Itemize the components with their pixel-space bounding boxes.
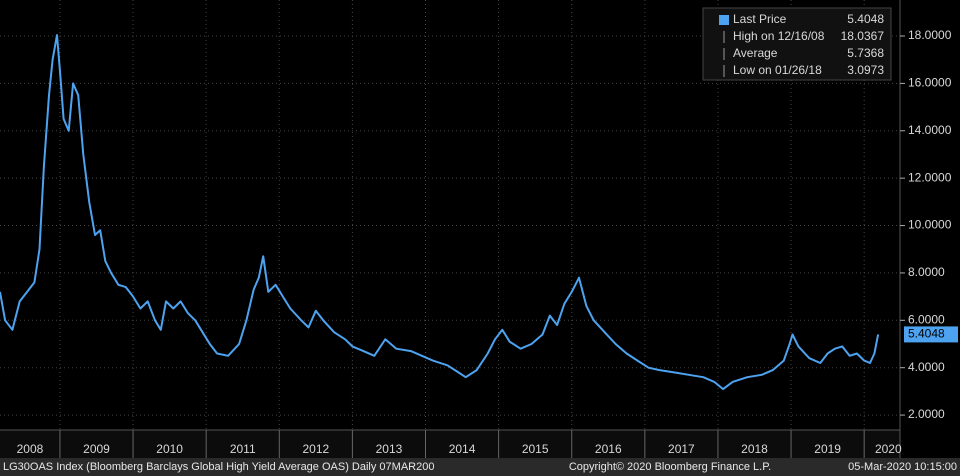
price-line — [0, 34, 880, 391]
footer-center: Copyright© 2020 Bloomberg Finance L.P. — [569, 461, 771, 473]
x-tick-label: 2009 — [83, 442, 110, 456]
x-tick-label: 2017 — [668, 442, 695, 456]
x-tick-label: 2012 — [302, 442, 329, 456]
x-tick-label: 2019 — [814, 442, 841, 456]
x-tick-label: 2018 — [741, 442, 768, 456]
y-tick-label: 14.0000 — [908, 123, 952, 137]
y-tick-label: 4.0000 — [908, 360, 945, 374]
x-tick-label: 2013 — [376, 442, 403, 456]
footer-band — [0, 458, 960, 476]
legend-label: Last Price — [733, 12, 787, 26]
x-axis-band — [0, 430, 900, 458]
x-tick-label: 2014 — [449, 442, 476, 456]
legend-box — [702, 7, 892, 81]
x-tick-label: 2008 — [17, 442, 44, 456]
y-tick-label: 10.0000 — [908, 218, 952, 232]
y-tick-label: 2.0000 — [908, 407, 945, 421]
legend: Last Price 5.4048 High on 12/16/08 18.0367 A… — [702, 7, 892, 81]
footer-left: LG30OAS Index (Bloomberg Barclays Global… — [3, 461, 434, 473]
footer-right: 05-Mar-2020 10:15:00 — [848, 461, 957, 473]
legend-label: Average — [733, 46, 778, 60]
y-tick-label: 8.0000 — [908, 265, 945, 279]
last-price-label: 5.4048 — [908, 327, 945, 341]
x-tick-label: 2010 — [156, 442, 183, 456]
legend-swatch — [719, 15, 729, 25]
legend-label: Low on 01/26/18 — [733, 63, 822, 77]
y-tick-label: 6.0000 — [908, 312, 945, 326]
x-tick-label: 2016 — [595, 442, 622, 456]
legend-value: 5.4048 — [847, 12, 884, 26]
legend-label: High on 12/16/08 — [733, 29, 825, 43]
y-tick-label: 18.0000 — [908, 28, 952, 42]
x-tick-label: 2011 — [230, 442, 256, 456]
x-tick-label: 2015 — [522, 442, 549, 456]
x-tick-label: 2020 — [875, 442, 902, 456]
legend-value: 3.0973 — [847, 63, 884, 77]
y-tick-label: 16.0000 — [908, 76, 952, 90]
legend-value: 18.0367 — [841, 29, 885, 43]
last-price-marker — [904, 326, 958, 343]
legend-value: 5.7368 — [847, 46, 884, 60]
y-tick-label: 12.0000 — [908, 170, 952, 184]
